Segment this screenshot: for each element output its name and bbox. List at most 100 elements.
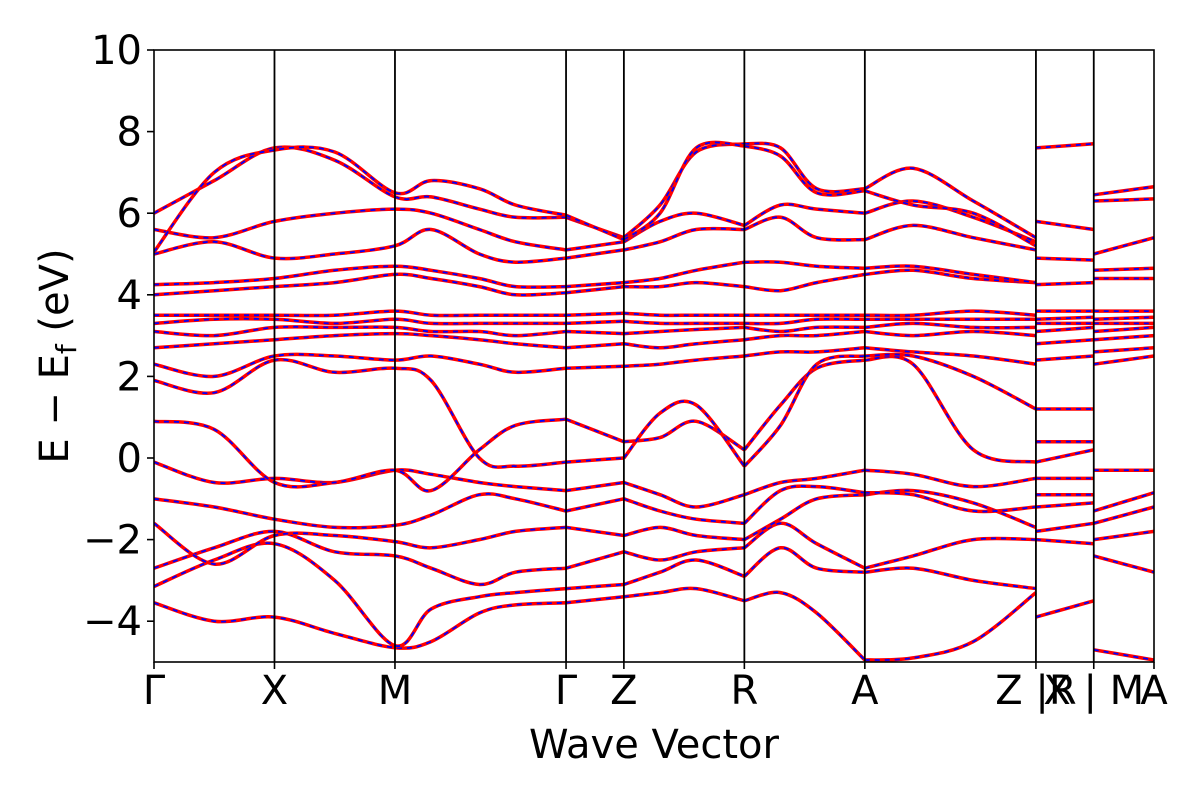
band-dash-s1-b7 (565, 457, 624, 463)
band-dash-s3-b13 (744, 273, 865, 292)
band-dash-s6-b4 (1093, 491, 1154, 512)
x-tick-label-4: Z (610, 668, 637, 714)
band-dash-s5-b3 (1035, 502, 1094, 508)
band-dash-s2-b13 (623, 281, 745, 288)
band-dash-s6-b7 (1093, 346, 1154, 353)
band-dash-s5-b6 (1035, 448, 1094, 463)
band-dash-s4-b14 (864, 265, 1037, 284)
x-tick-label-2: M (378, 668, 413, 714)
band-dash-s5-b2 (1035, 522, 1094, 533)
y-axis-label-subscript: f (50, 343, 83, 354)
band-dash-s3-b11 (744, 318, 865, 325)
band-dash-s1-b16 (565, 240, 625, 251)
band-dash-s6-b0 (1093, 648, 1154, 661)
band-dash-s3-b4 (743, 485, 865, 524)
band-dash-s1-b5 (565, 481, 625, 492)
band-dash-s2-b2 (623, 546, 745, 561)
band-dash-s5-b16 (1035, 257, 1094, 261)
band-dash-s3-b9 (744, 330, 865, 341)
band-dash-s4-b8 (864, 346, 1037, 366)
band-dash-s1-b9 (565, 342, 624, 349)
band-dash-s1-b12 (565, 312, 624, 317)
band-dash-s1-b11 (565, 320, 624, 325)
band-dash-s3-b3 (743, 493, 865, 541)
band-dash-s4-b18 (864, 189, 1037, 247)
band-dash-s2-b18 (623, 141, 745, 241)
band-dash-s2-b15 (623, 227, 745, 251)
y-tick-label-3: 2 (117, 354, 142, 400)
band-dash-s1-b14 (565, 281, 624, 288)
plot-frame (153, 49, 1155, 663)
band-dash-s0-b17 (154, 146, 567, 219)
x-tick-label-9: A (1140, 668, 1168, 714)
band-dash-s1-b15 (565, 249, 625, 259)
band-dash-s0-b0 (154, 601, 567, 650)
band-dash-s2-b4 (623, 497, 745, 525)
band-dash-s6-b17 (1093, 185, 1154, 196)
band-dash-s6-b2 (1093, 530, 1154, 541)
band-line-s5-b15 (1035, 280, 1094, 287)
band-dash-s5-b15 (1035, 281, 1094, 286)
band-dash-s3-b14 (744, 260, 865, 270)
y-axis-label-unit: (eV) (32, 248, 78, 344)
y-axis-label: E − Ef (eV) (32, 248, 83, 463)
band-dash-s5-b13 (1035, 316, 1094, 321)
y-tick-label-1: −2 (83, 518, 142, 564)
band-dash-s6-b16 (1093, 198, 1154, 202)
band-dash-s4-b0 (864, 591, 1037, 661)
band-dash-s2-b7 (623, 400, 746, 467)
band-dash-s4-b10 (864, 322, 1036, 329)
x-tick-label-0: Γ (143, 668, 166, 714)
band-dash-s5-b17 (1035, 220, 1094, 231)
band-dash-s6-b14 (1093, 267, 1154, 272)
band-line-s1-b11 (565, 319, 624, 326)
band-dash-s1-b6 (565, 418, 625, 443)
band-dash-s4-b7 (864, 353, 1037, 410)
band-line-s1-b8 (565, 364, 624, 370)
band-dash-s6-b9 (1093, 326, 1154, 333)
band-dash-s6-b11 (1093, 316, 1154, 321)
band-dash-s1-b3 (565, 526, 625, 537)
band-dash-s1-b1 (565, 583, 624, 590)
band-dash-s3-b18 (744, 145, 865, 196)
band-line-s3-b0 (743, 590, 867, 662)
band-dash-s4-b15 (864, 224, 1037, 251)
band-dash-s1-b18 (565, 214, 625, 241)
x-axis-label: Wave Vector (529, 722, 780, 768)
band-line-s3-b15 (743, 215, 865, 242)
band-dash-s5-b11 (1035, 326, 1094, 333)
band-dash-s5-b9 (1035, 355, 1094, 361)
band-dash-s3-b1 (743, 546, 865, 578)
band-dash-s3-b6 (743, 359, 865, 451)
y-tick-label-6: 8 (117, 110, 142, 156)
band-dash-s4-b9 (864, 330, 1036, 337)
band-dash-s4-b5 (864, 469, 1037, 488)
band-dash-s4-b1 (864, 567, 1037, 590)
band-dash-s4-b13 (864, 269, 1036, 284)
band-dash-s1-b2 (565, 550, 625, 570)
y-tick-label-4: 4 (117, 273, 142, 319)
band-dash-s1-b0 (565, 595, 624, 604)
band-dash-s2-b1 (623, 559, 745, 586)
x-tick-label-8: X | M (1043, 668, 1144, 714)
band-dash-s3-b16 (743, 203, 865, 227)
band-dash-s1-b4 (565, 497, 625, 512)
band-dash-s3-b2 (743, 522, 866, 570)
band-dash-s3-b8 (744, 346, 865, 357)
band-line-s5-b13 (1035, 315, 1094, 322)
band-dash-s3-b5 (744, 469, 865, 496)
band-dash-s6-b1 (1093, 555, 1154, 574)
band-dash-s6-b6 (1093, 355, 1154, 366)
kpoint-lines (273, 50, 1095, 662)
band-dash-s3-b17 (744, 142, 865, 193)
band-dash-s2-b5 (623, 481, 745, 508)
y-tick-label-5: 6 (117, 191, 142, 237)
band-line-s1-b12 (565, 311, 624, 317)
band-dash-s3-b7 (743, 355, 865, 467)
band-dash-s0-b18 (154, 146, 567, 253)
band-dash-s2-b10 (623, 326, 745, 335)
band-dash-s2-b12 (623, 312, 745, 317)
